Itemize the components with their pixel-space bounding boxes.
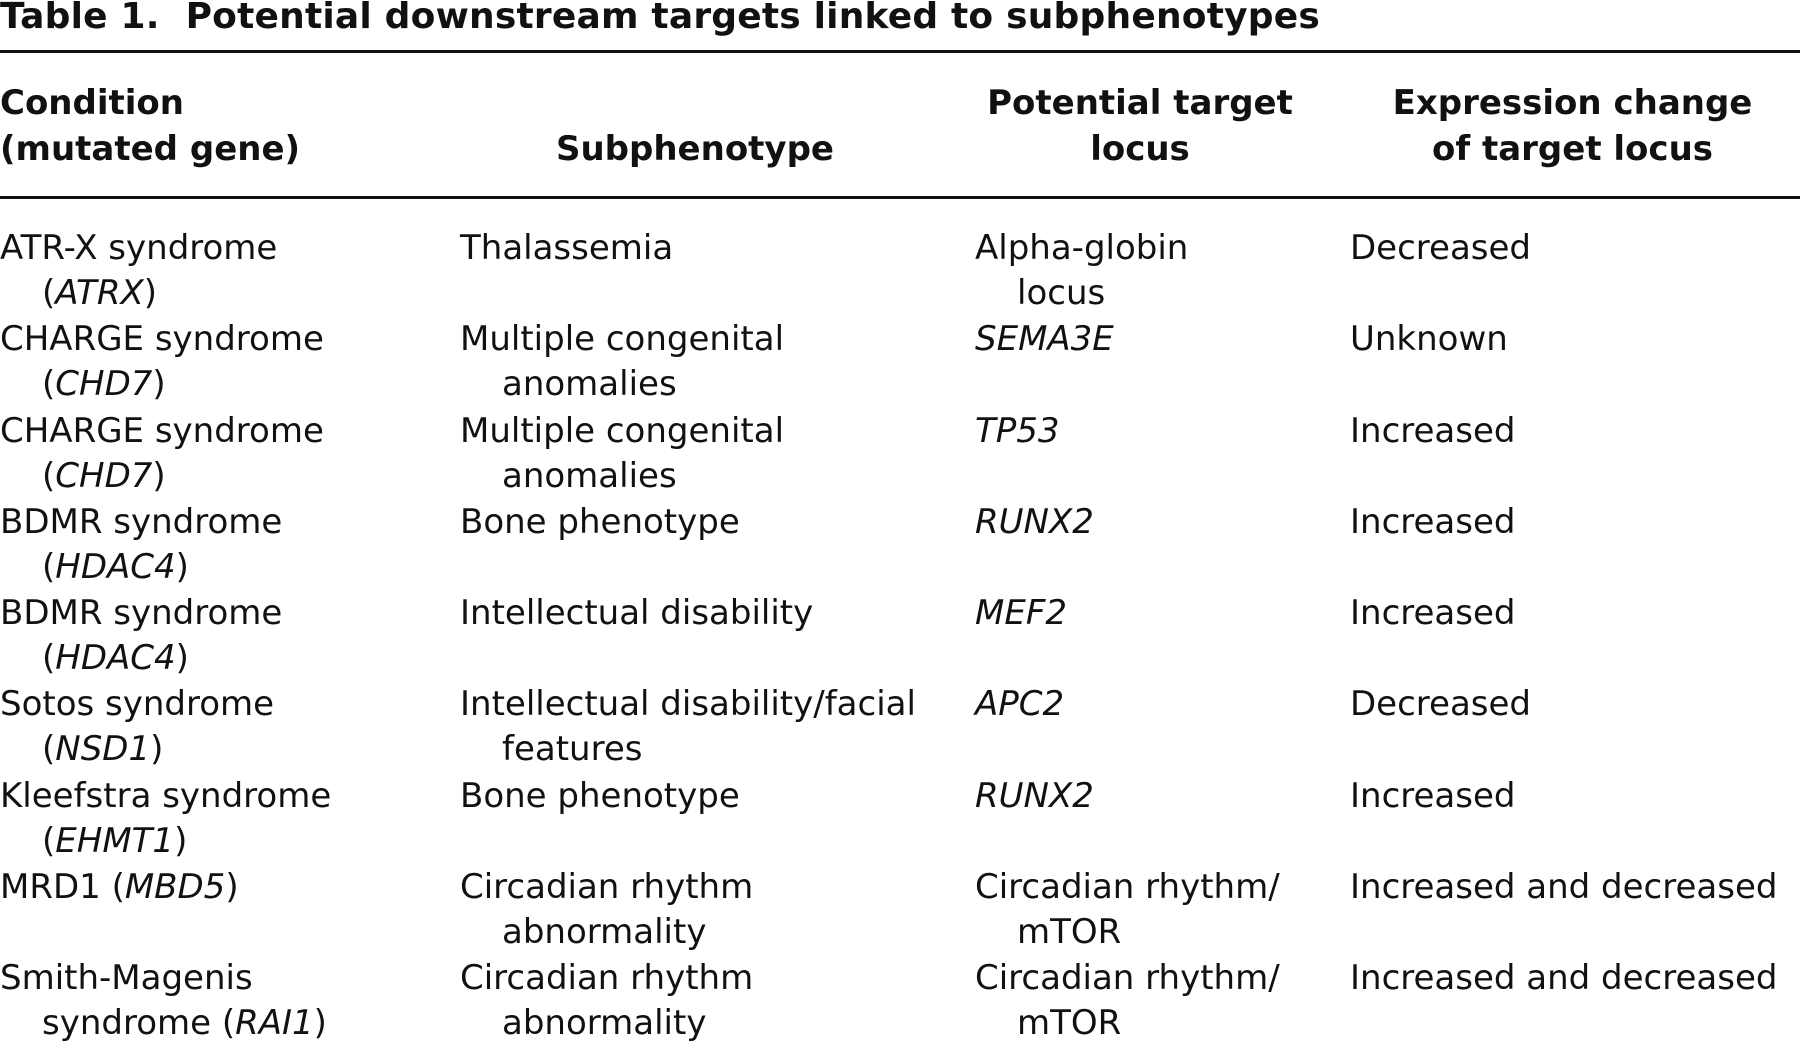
table-caption-label: Table 1. bbox=[0, 0, 160, 37]
cell-subphenotype: Intellectual disability bbox=[460, 593, 814, 634]
cell-target-locus: RUNX2 bbox=[975, 501, 1094, 542]
condition-gene: (CHD7) bbox=[42, 455, 166, 496]
table-row: Smith-Magenis syndrome (RAI1) Circadian rh… bbox=[0, 956, 1800, 1047]
condition-gene: (HDAC4) bbox=[42, 546, 189, 587]
condition-name: ATR-X syndrome bbox=[0, 228, 278, 268]
cell-target-locus: Circadian rhythm/mTOR bbox=[975, 958, 1280, 1044]
cell-subphenotype: Bone phenotype bbox=[460, 775, 740, 816]
top-rule bbox=[0, 50, 1800, 53]
condition-name: MRD1 (MBD5) bbox=[0, 867, 239, 908]
cell-expression-change: Decreased bbox=[1350, 684, 1531, 725]
table-row: BDMR syndrome (HDAC4) Intellectual disabil… bbox=[0, 591, 1800, 682]
cell-condition: BDMR syndrome (HDAC4) bbox=[0, 591, 450, 681]
cell-condition: ATR-X syndrome (ATRX) bbox=[0, 226, 450, 316]
cell-condition: Sotos syndrome (NSD1) bbox=[0, 682, 450, 772]
condition-gene: (NSD1) bbox=[42, 729, 164, 770]
cell-target-locus: SEMA3E bbox=[975, 319, 1114, 360]
table-row: CHARGE syndrome (CHD7) Multiple congenital… bbox=[0, 317, 1800, 408]
header-target-locus: Potential target locus bbox=[987, 83, 1293, 169]
table-body: ATR-X syndrome (ATRX) Thalassemia Alpha-glo… bbox=[0, 226, 1800, 1048]
table-row: Sotos syndrome (NSD1) Intellectual disabil… bbox=[0, 682, 1800, 773]
cell-target-locus: RUNX2 bbox=[975, 775, 1094, 816]
table-row: MRD1 (MBD5) Circadian rhythm abnormality Ci… bbox=[0, 865, 1800, 956]
cell-target-locus: MEF2 bbox=[975, 593, 1068, 634]
condition-gene: (ATRX) bbox=[42, 273, 158, 313]
table-row: ATR-X syndrome (ATRX) Thalassemia Alpha-glo… bbox=[0, 226, 1800, 317]
cell-expression-change: Increased bbox=[1350, 775, 1516, 816]
cell-condition: MRD1 (MBD5) bbox=[0, 865, 450, 910]
condition-name: Smith-Magenis bbox=[0, 958, 253, 999]
cell-subphenotype: Intellectual disability/facial features bbox=[460, 684, 916, 770]
condition-gene: (EHMT1) bbox=[42, 820, 188, 861]
cell-expression-change: Unknown bbox=[1350, 319, 1508, 360]
table-header: Condition (mutated gene) Subphenotype Po… bbox=[0, 80, 1800, 180]
table-caption-title: Potential downstream targets linked to s… bbox=[185, 0, 1320, 37]
cell-target-locus: Alpha-globin locus bbox=[975, 228, 1189, 313]
table-caption: Table 1. Potential downstream targets lin… bbox=[0, 0, 1320, 37]
condition-name: BDMR syndrome bbox=[0, 593, 283, 634]
cell-expression-change: Increased bbox=[1350, 501, 1516, 542]
header-condition: Condition (mutated gene) bbox=[0, 83, 301, 169]
cell-condition: BDMR syndrome (HDAC4) bbox=[0, 500, 450, 590]
condition-name: Kleefstra syndrome bbox=[0, 775, 332, 816]
cell-target-locus: APC2 bbox=[975, 684, 1065, 725]
header-rule bbox=[0, 196, 1800, 199]
condition-name: BDMR syndrome bbox=[0, 501, 283, 542]
cell-condition: CHARGE syndrome (CHD7) bbox=[0, 317, 450, 407]
cell-subphenotype: Circadian rhythm abnormality bbox=[460, 958, 754, 1044]
cell-condition: CHARGE syndrome (CHD7) bbox=[0, 409, 450, 499]
table-row: BDMR syndrome (HDAC4) Bone phenotype RUNX2 I… bbox=[0, 500, 1800, 591]
table-row: Kleefstra syndrome (EHMT1) Bone phenotype R… bbox=[0, 774, 1800, 865]
cell-subphenotype: Multiple congenital anomalies bbox=[460, 410, 785, 496]
cell-target-locus: TP53 bbox=[975, 410, 1060, 451]
cell-expression-change: Decreased bbox=[1350, 228, 1531, 268]
cell-condition: Kleefstra syndrome (EHMT1) bbox=[0, 774, 450, 864]
cell-subphenotype: Multiple congenital anomalies bbox=[460, 319, 785, 405]
cell-subphenotype: Circadian rhythm abnormality bbox=[460, 867, 754, 953]
condition-name: CHARGE syndrome bbox=[0, 410, 324, 451]
header-expression-change: Expression change of target locus bbox=[1392, 83, 1753, 169]
cell-subphenotype: Thalassemia bbox=[460, 228, 674, 268]
cell-expression-change: Increased bbox=[1350, 593, 1516, 634]
condition-gene: syndrome (RAI1) bbox=[42, 1003, 327, 1044]
table-row: CHARGE syndrome (CHD7) Multiple congenital… bbox=[0, 409, 1800, 500]
cell-expression-change: Increased bbox=[1350, 410, 1516, 451]
cell-subphenotype: Bone phenotype bbox=[460, 501, 740, 542]
condition-name: CHARGE syndrome bbox=[0, 319, 324, 360]
header-subphenotype: Subphenotype bbox=[555, 129, 834, 169]
condition-gene: (CHD7) bbox=[42, 364, 166, 405]
condition-name: Sotos syndrome bbox=[0, 684, 275, 725]
cell-target-locus: Circadian rhythm/mTOR bbox=[975, 867, 1280, 953]
cell-condition: Smith-Magenis syndrome (RAI1) bbox=[0, 956, 450, 1046]
cell-expression-change: Increased and decreased bbox=[1350, 958, 1778, 999]
cell-expression-change: Increased and decreased bbox=[1350, 867, 1778, 908]
condition-gene: (HDAC4) bbox=[42, 638, 189, 679]
